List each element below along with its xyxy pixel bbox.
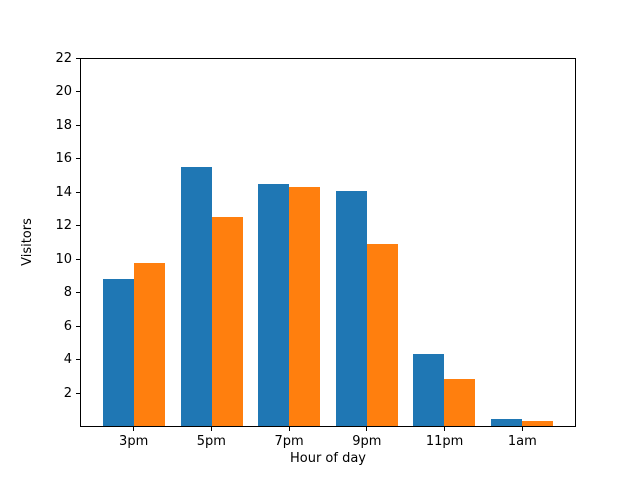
y-tick-mark [76,57,80,59]
y-tick-mark [76,191,80,193]
x-tick-label-3pm: 3pm [119,434,149,449]
y-tick-mark [76,392,80,394]
y-tick-mark [76,225,80,227]
bar-series-2-orange-3pm [134,262,166,426]
y-tick-label: 22 [55,50,72,66]
y-tick-label: 6 [63,318,72,334]
bar-series-1-blue-3pm [103,279,135,426]
x-tick-mark [521,427,523,431]
y-tick-mark [76,258,80,260]
x-tick-label-5pm: 5pm [196,434,226,449]
x-axis-label: Hour of day [289,451,367,466]
bar-series-1-blue-5pm [180,167,212,426]
y-tick-mark [76,292,80,294]
bar-series-2-orange-1am [521,421,553,426]
y-tick-label: 2 [63,385,72,401]
y-tick-label: 18 [55,117,72,133]
y-tick-mark [76,158,80,160]
bar-series-2-orange-5pm [211,217,243,426]
bar-series-1-blue-7pm [258,184,290,426]
y-tick-label: 4 [63,352,72,368]
bar-series-2-orange-7pm [289,187,321,426]
bar-series-2-orange-9pm [366,244,398,426]
x-tick-label-9pm: 9pm [352,434,382,449]
bar-series-1-blue-9pm [335,190,367,426]
bar-series-1-blue-1am [490,419,522,426]
y-tick-label: 20 [55,84,72,100]
y-tick-mark [76,124,80,126]
x-tick-label-7pm: 7pm [274,434,304,449]
bar-series-1-blue-11pm [413,354,445,426]
x-tick-mark [366,427,368,431]
y-tick-label: 10 [55,251,72,267]
y-tick-label: 16 [55,151,72,167]
x-tick-mark [133,427,135,431]
bar-series-2-orange-11pm [444,379,476,426]
x-tick-label-1am: 1am [507,434,537,449]
x-tick-label-11pm: 11pm [425,434,464,449]
x-tick-mark [288,427,290,431]
x-tick-mark [444,427,446,431]
y-tick-label: 8 [63,285,72,301]
y-tick-mark [76,325,80,327]
x-tick-mark [210,427,212,431]
y-tick-label: 14 [55,184,72,200]
plot-area [80,58,576,427]
y-tick-mark [76,91,80,93]
y-tick-label: 12 [55,218,72,234]
y-tick-mark [76,359,80,361]
